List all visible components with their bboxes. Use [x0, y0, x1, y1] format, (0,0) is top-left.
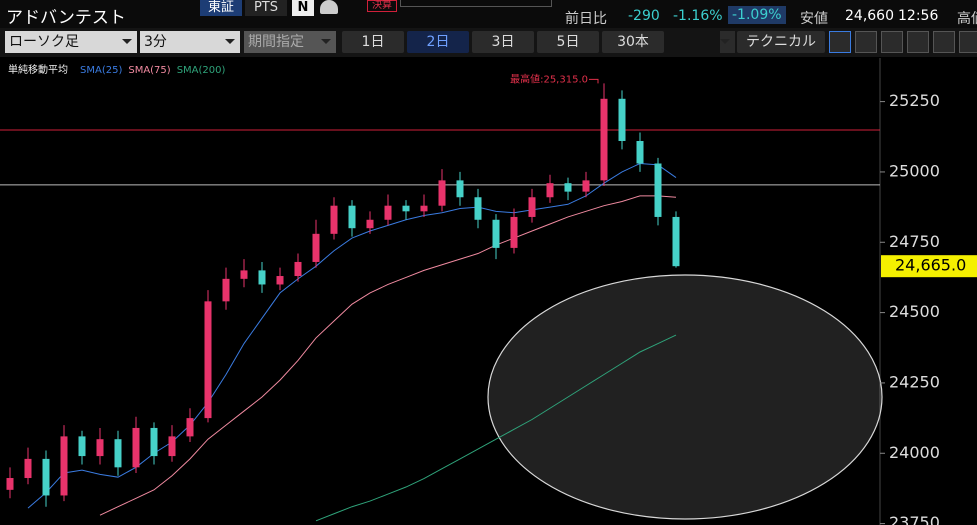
market-button[interactable]: 東証 [200, 0, 242, 16]
candle-body [96, 439, 104, 457]
candle-body [528, 197, 536, 217]
candle-body [474, 197, 482, 220]
legend-title: 単純移動平均 [8, 63, 68, 76]
candle-body [24, 458, 32, 479]
technical-button[interactable]: テクニカル [737, 31, 825, 53]
candle-body [78, 436, 86, 457]
candle-body [366, 219, 374, 229]
period-select[interactable]: 期間指定 [244, 31, 336, 53]
change-pct: -1.16% [673, 8, 723, 24]
draw-icon[interactable] [829, 31, 851, 53]
range-dropdown[interactable] [720, 31, 735, 53]
candle-body [600, 98, 608, 181]
y-tick-label: 24500 [889, 302, 940, 321]
legend-entry: SMA(200) [177, 65, 226, 76]
market-button[interactable]: PTS [245, 0, 287, 16]
candle-body [456, 180, 464, 198]
y-tick-label: 25250 [889, 91, 940, 110]
candle-body [492, 219, 500, 248]
change: -290 [628, 8, 660, 24]
y-tick-label: 24000 [889, 443, 940, 462]
area-icon[interactable] [907, 31, 929, 53]
header-bar [0, 0, 977, 28]
range-button[interactable]: 2日 [407, 31, 469, 53]
last-price-box [881, 255, 977, 278]
candle-body [150, 427, 158, 457]
candle-body [114, 439, 122, 468]
candle-body [60, 436, 68, 496]
candle-body [420, 205, 428, 212]
low-price: 24,660 [845, 8, 894, 24]
candle-body [348, 205, 356, 229]
candle-body [222, 278, 230, 302]
compare-icon[interactable] [933, 31, 955, 53]
range-button[interactable]: 30本 [602, 31, 664, 53]
candle-body [132, 427, 140, 468]
interval-select[interactable]: 3分 [140, 31, 240, 53]
candle-body [636, 140, 644, 164]
time: 12:56 [898, 8, 939, 24]
zoom-icon[interactable] [855, 31, 877, 53]
annotation-arrow [589, 78, 599, 84]
candle-body [618, 98, 626, 141]
candle-body [294, 261, 302, 277]
sma-line [99, 195, 677, 516]
y-tick-label: 25000 [889, 161, 940, 180]
chart: 単純移動平均 23750 24000 24250 24500 24750 25000 252… [0, 58, 977, 525]
candle-body [582, 180, 590, 192]
candle-body [42, 458, 50, 496]
legend-entry: SMA(25) [80, 65, 122, 76]
change-label: 前日比 [565, 11, 607, 27]
candle-body [330, 205, 338, 234]
candle-body [510, 216, 518, 248]
y-tick-label: 24750 [889, 232, 940, 251]
layout-icon[interactable] [959, 31, 977, 53]
header-box [400, 0, 552, 7]
y-tick-label: 23750 [889, 513, 940, 525]
last-price-label: 24,665.0 [895, 256, 966, 275]
candle-body [384, 205, 392, 220]
high-label: 高値 [957, 11, 977, 27]
high-annotation: 最高値:25,315.0 [510, 72, 588, 85]
range-button[interactable]: 5日 [537, 31, 599, 53]
alert-icon[interactable] [320, 0, 338, 14]
range-button[interactable]: 3日 [472, 31, 534, 53]
chart-type-select[interactable]: ローソク足 [5, 31, 137, 53]
candle-body [6, 478, 14, 490]
legend-entry: SMA(75) [128, 65, 170, 76]
export-icon[interactable] [881, 31, 903, 53]
candle-body [672, 216, 680, 267]
low-label: 安値 [800, 11, 828, 27]
candle-body [240, 270, 248, 279]
candle-body [312, 233, 320, 262]
news-icon[interactable]: N [292, 0, 314, 16]
candle-body [564, 183, 572, 192]
earnings-badge[interactable]: 決算 [367, 0, 397, 12]
candle-body [258, 270, 266, 285]
candle-body [438, 180, 446, 206]
candle-body [168, 436, 176, 457]
candle-body [276, 276, 284, 285]
candle-body [546, 183, 554, 198]
range-button[interactable]: 1日 [342, 31, 404, 53]
candle-body [402, 205, 410, 212]
index-change-pct: -1.09% [728, 6, 786, 24]
y-tick-label: 24250 [889, 372, 940, 391]
candle-body [186, 418, 194, 437]
candle-body [204, 301, 212, 419]
sma-line [315, 334, 677, 522]
candle-body [654, 163, 662, 217]
highlight-ellipse [487, 274, 883, 520]
stock-name: アドバンテスト [6, 8, 126, 28]
